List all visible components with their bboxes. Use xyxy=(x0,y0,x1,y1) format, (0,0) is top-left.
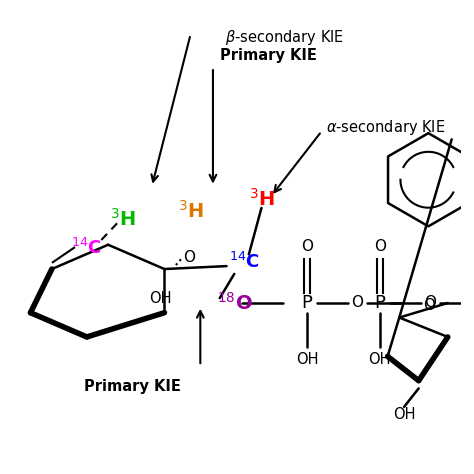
Text: O: O xyxy=(423,299,435,313)
Text: P: P xyxy=(374,294,385,312)
Text: $^3$H: $^3$H xyxy=(248,188,274,210)
Text: OH: OH xyxy=(393,407,415,422)
Text: O: O xyxy=(374,239,386,254)
Text: $^3$H: $^3$H xyxy=(109,208,136,229)
Text: OH: OH xyxy=(296,352,319,367)
Text: $^{14}$C: $^{14}$C xyxy=(72,237,102,258)
Text: $\beta$-secondary KIE: $\beta$-secondary KIE xyxy=(225,28,344,47)
Text: Primary KIE: Primary KIE xyxy=(84,379,181,394)
Text: O: O xyxy=(352,295,364,310)
Text: OH: OH xyxy=(149,291,171,306)
Text: OH: OH xyxy=(369,352,391,367)
Text: P: P xyxy=(301,294,312,312)
Text: O: O xyxy=(424,295,437,310)
Text: O: O xyxy=(182,250,195,265)
Text: $^3$H: $^3$H xyxy=(178,200,204,222)
Text: $^{18}$O: $^{18}$O xyxy=(217,292,253,314)
Text: Primary KIE: Primary KIE xyxy=(220,48,317,64)
Text: $\alpha$-secondary KIE: $\alpha$-secondary KIE xyxy=(327,118,446,137)
Text: O: O xyxy=(301,239,313,254)
Text: $^{14}$C: $^{14}$C xyxy=(228,252,259,272)
